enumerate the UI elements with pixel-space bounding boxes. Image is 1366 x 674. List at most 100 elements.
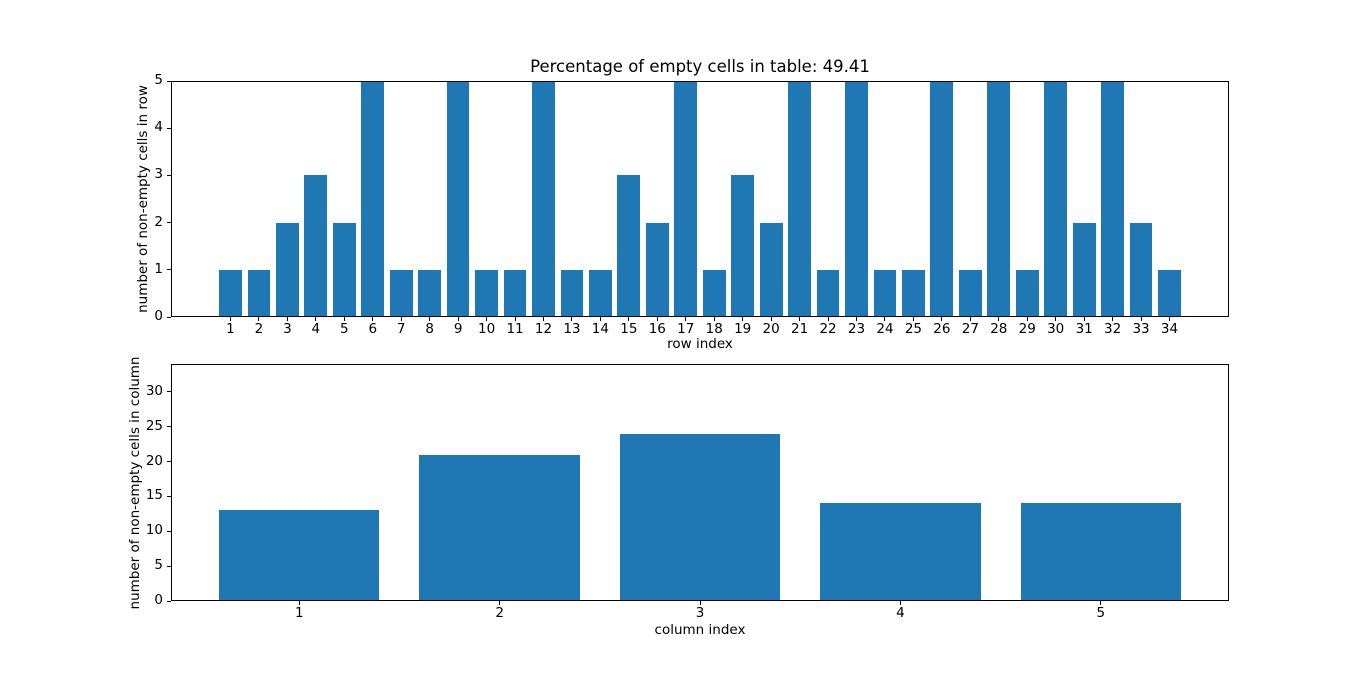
x-tick-label: 30 bbox=[1047, 321, 1065, 337]
x-tick-label: 17 bbox=[677, 321, 695, 337]
bar bbox=[958, 269, 982, 317]
bar bbox=[219, 510, 380, 601]
x-tick-label: 8 bbox=[425, 321, 434, 337]
x-tick-label: 27 bbox=[961, 321, 979, 337]
y-tick-label: 0 bbox=[154, 308, 163, 325]
y-tick bbox=[167, 530, 171, 532]
y-tick-label: 25 bbox=[145, 417, 163, 434]
x-tick-label: 25 bbox=[904, 321, 922, 337]
x-tick bbox=[969, 317, 971, 321]
x-tick bbox=[1100, 601, 1102, 605]
bar bbox=[731, 175, 755, 317]
x-tick bbox=[827, 317, 829, 321]
y-tick bbox=[167, 426, 171, 428]
x-tick bbox=[372, 317, 374, 321]
bar bbox=[873, 269, 897, 317]
x-axis-label: row index bbox=[667, 336, 733, 352]
x-tick-label: 9 bbox=[453, 321, 463, 337]
bar bbox=[902, 269, 925, 317]
x-tick bbox=[856, 317, 857, 321]
bar bbox=[1158, 269, 1181, 317]
x-tick bbox=[298, 601, 300, 605]
x-tick bbox=[258, 317, 260, 321]
x-tick-label: 26 bbox=[933, 321, 951, 337]
x-tick-label: 15 bbox=[620, 321, 638, 337]
y-tick bbox=[167, 80, 171, 82]
bar bbox=[589, 269, 612, 317]
x-tick bbox=[486, 317, 488, 321]
bar bbox=[532, 81, 555, 317]
x-tick-label: 18 bbox=[705, 321, 723, 337]
x-tick bbox=[599, 317, 601, 321]
x-tick-label: 4 bbox=[311, 321, 321, 337]
x-tick-label: 14 bbox=[591, 321, 609, 337]
bar bbox=[475, 269, 498, 317]
y-tick-label: 3 bbox=[154, 166, 163, 183]
x-tick-label: 22 bbox=[819, 321, 837, 337]
x-tick bbox=[699, 601, 701, 605]
bar bbox=[418, 269, 442, 317]
y-tick bbox=[167, 600, 171, 602]
x-tick-label: 32 bbox=[1104, 321, 1122, 337]
y-tick bbox=[167, 269, 171, 271]
bar bbox=[645, 222, 669, 317]
bar bbox=[702, 269, 726, 317]
x-tick bbox=[884, 317, 886, 321]
x-tick bbox=[1140, 317, 1142, 321]
x-tick bbox=[1055, 317, 1057, 321]
y-tick bbox=[167, 222, 171, 224]
y-axis-label: number of non-empty cells in column bbox=[127, 356, 143, 609]
x-tick bbox=[941, 317, 943, 321]
x-tick bbox=[628, 317, 630, 321]
x-tick-label: 12 bbox=[534, 321, 553, 337]
bar bbox=[304, 175, 328, 317]
x-tick-label: 1 bbox=[294, 605, 304, 621]
bar bbox=[1020, 503, 1181, 601]
bar bbox=[930, 81, 954, 317]
y-tick-label: 10 bbox=[145, 522, 163, 539]
bar bbox=[247, 269, 271, 317]
x-tick-label: 28 bbox=[990, 321, 1008, 337]
bar bbox=[560, 269, 584, 317]
axes-frame bbox=[171, 81, 1229, 317]
x-tick-label: 5 bbox=[340, 321, 349, 337]
x-tick-label: 10 bbox=[477, 321, 496, 337]
x-tick-label: 33 bbox=[1132, 321, 1150, 337]
x-tick-label: 4 bbox=[896, 605, 905, 621]
x-tick bbox=[799, 317, 801, 321]
x-tick bbox=[656, 317, 658, 321]
x-tick bbox=[499, 601, 501, 605]
x-tick bbox=[457, 317, 459, 321]
x-tick-label: 3 bbox=[695, 605, 705, 621]
x-tick-label: 34 bbox=[1160, 321, 1179, 337]
y-tick bbox=[167, 316, 171, 318]
y-axis-label: number of non-empty cells in row bbox=[135, 85, 151, 313]
y-tick-label: 1 bbox=[154, 261, 163, 278]
x-tick bbox=[912, 317, 914, 321]
x-tick bbox=[429, 317, 431, 321]
y-tick bbox=[167, 565, 171, 567]
y-tick-label: 2 bbox=[154, 213, 163, 230]
bar bbox=[503, 269, 527, 317]
bar bbox=[419, 454, 580, 601]
x-tick-label: 16 bbox=[648, 321, 666, 337]
x-tick-label: 24 bbox=[876, 321, 894, 337]
x-tick bbox=[770, 317, 772, 321]
x-tick-label: 3 bbox=[283, 321, 292, 337]
bar bbox=[816, 269, 840, 317]
x-tick-label: 23 bbox=[847, 321, 866, 337]
x-tick-label: 2 bbox=[254, 321, 264, 337]
chart-title: Percentage of empty cells in table: 49.4… bbox=[530, 57, 870, 76]
bar bbox=[845, 81, 868, 317]
x-tick bbox=[514, 317, 516, 321]
bar bbox=[788, 81, 811, 317]
x-tick-label: 6 bbox=[368, 321, 378, 337]
x-tick-label: 29 bbox=[1018, 321, 1036, 337]
bar bbox=[987, 81, 1011, 317]
y-tick bbox=[167, 461, 171, 463]
y-tick bbox=[167, 391, 171, 393]
y-tick-label: 15 bbox=[145, 487, 163, 504]
x-tick-label: 31 bbox=[1075, 321, 1093, 337]
bar bbox=[674, 81, 698, 317]
x-tick bbox=[685, 317, 687, 321]
